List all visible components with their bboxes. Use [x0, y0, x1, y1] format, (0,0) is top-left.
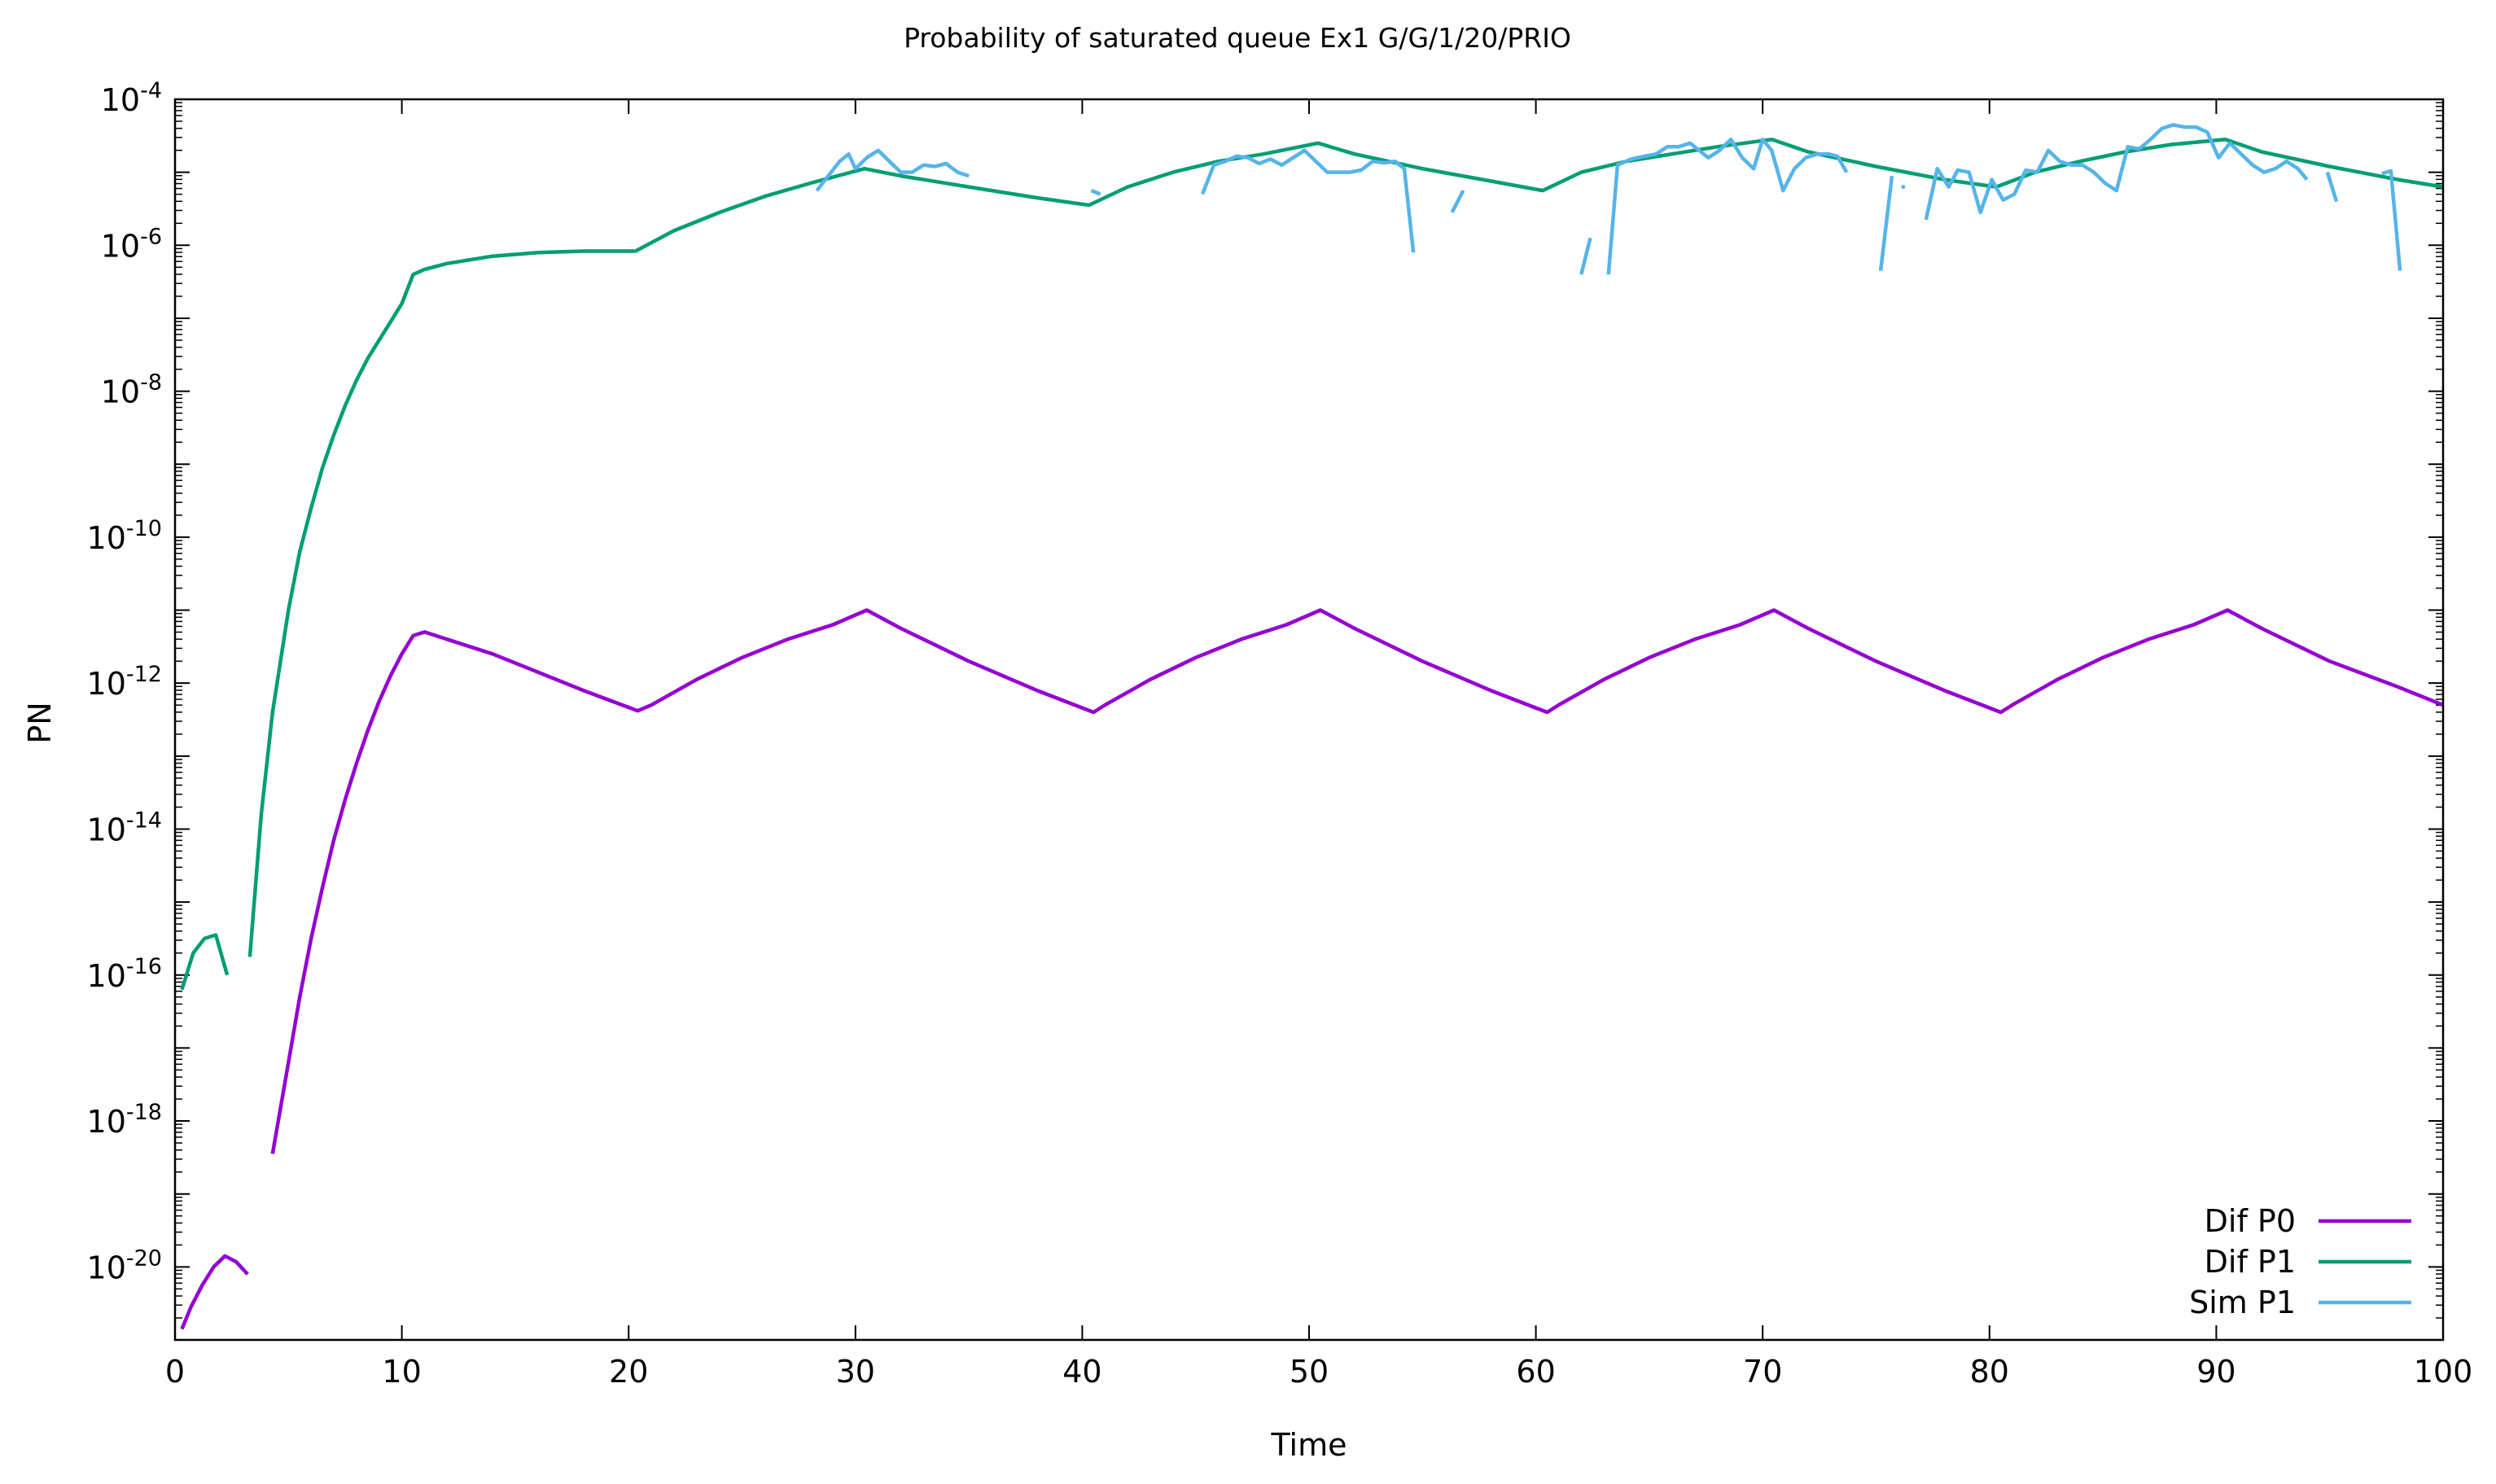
series-line-sim-p1 — [1924, 123, 2309, 221]
plot-series — [180, 123, 2444, 1330]
y-axis-label: PN — [22, 702, 58, 743]
x-tick-label: 30 — [836, 1354, 875, 1390]
y-tick-label: 10-12 — [87, 662, 162, 702]
legend: Dif P0 Dif P1 Sim P1 — [2189, 1203, 2411, 1320]
series-point-sim-p1 — [1901, 185, 1906, 190]
series-sim-p1 — [815, 123, 2402, 275]
series-line-sim-p1 — [1606, 138, 1849, 275]
series-line-sim-p1 — [1878, 175, 1894, 271]
series-line-sim-p1 — [1201, 148, 1416, 253]
x-tick-label: 0 — [165, 1354, 185, 1390]
chart-title: Probability of saturated queue Ex1 G/G/1… — [904, 22, 1571, 54]
x-tick-label: 10 — [382, 1354, 421, 1390]
x-tick-label: 70 — [1743, 1354, 1782, 1390]
series-dif-p0 — [180, 608, 2444, 1330]
legend-label-dif-p1: Dif P1 — [2205, 1244, 2296, 1280]
series-line-dif-p0 — [180, 1254, 249, 1330]
plot-frame — [173, 98, 2445, 1342]
y-tick-label: 10-6 — [101, 224, 162, 264]
series-line-sim-p1 — [2325, 171, 2339, 203]
y-tick-label: 10-20 — [87, 1245, 162, 1285]
series-line-sim-p1 — [1450, 190, 1465, 214]
series-line-sim-p1 — [1579, 237, 1592, 275]
y-tick-label: 10-18 — [87, 1100, 162, 1140]
x-tick-label: 50 — [1290, 1354, 1329, 1390]
y-tick-label: 10-4 — [101, 78, 162, 118]
legend-label-sim-p1: Sim P1 — [2189, 1285, 2296, 1320]
x-tick-label: 80 — [1970, 1354, 2009, 1390]
x-tick-label: 90 — [2196, 1354, 2235, 1390]
series-line-dif-p1 — [247, 138, 2444, 957]
y-tick-label: 10-10 — [87, 516, 162, 556]
series-dif-p1 — [180, 138, 2444, 991]
series-line-sim-p1 — [815, 148, 970, 192]
legend-label-dif-p0: Dif P0 — [2205, 1203, 2296, 1239]
x-tick-label: 40 — [1062, 1354, 1101, 1390]
series-line-sim-p1 — [2381, 169, 2402, 271]
x-tick-label: 60 — [1516, 1354, 1555, 1390]
x-tick-label: 20 — [609, 1354, 648, 1390]
y-tick-label: 10-8 — [101, 370, 162, 410]
series-line-sim-p1 — [1090, 189, 1101, 196]
y-tick-label: 10-14 — [87, 808, 162, 847]
series-line-dif-p1 — [180, 933, 230, 991]
y-tick-label: 10-16 — [87, 954, 162, 994]
x-tick-label: 100 — [2414, 1354, 2473, 1390]
series-line-dif-p0 — [270, 608, 2444, 1154]
axis-ticks: 0 10 20 30 40 50 60 70 80 90 100 10-20 10-18 10-16 10-… — [87, 78, 2473, 1390]
x-axis-label: Time — [1271, 1427, 1347, 1463]
